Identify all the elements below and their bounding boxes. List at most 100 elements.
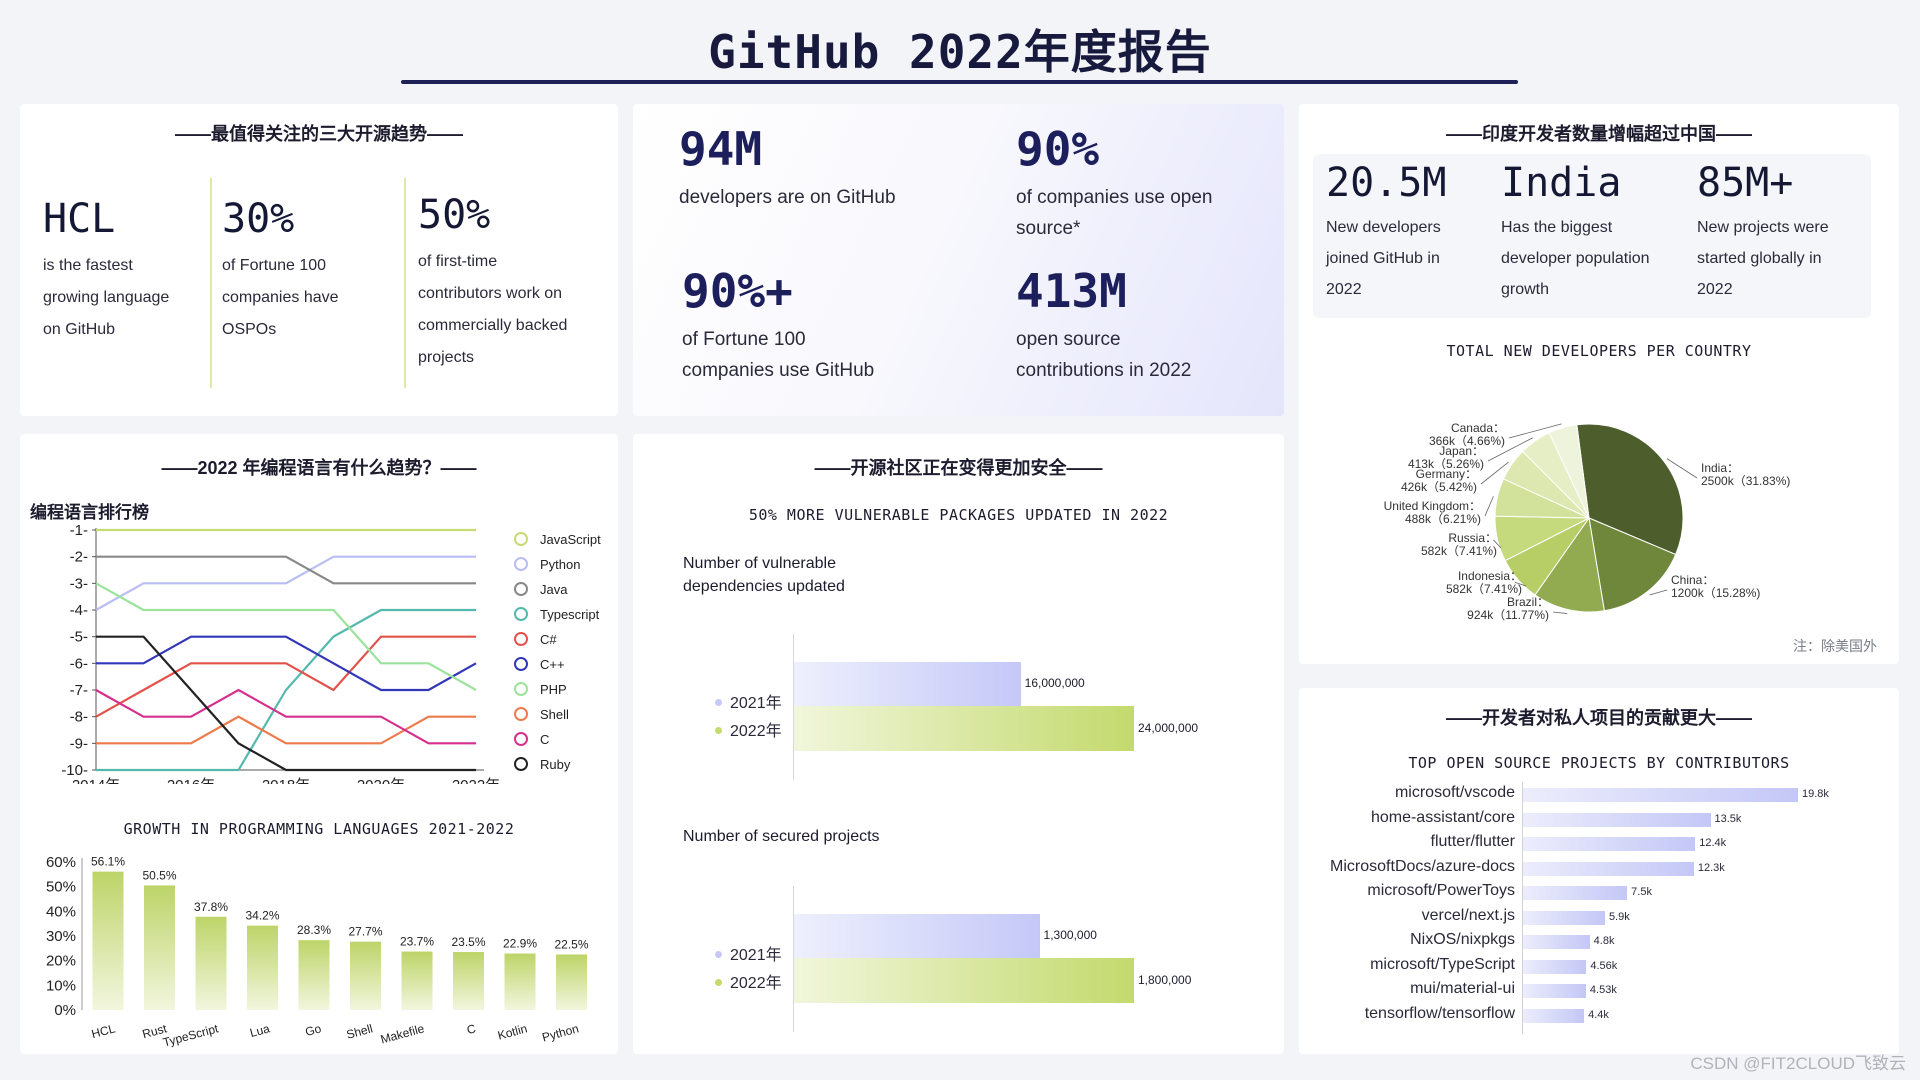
- legend-marker: [514, 757, 528, 771]
- growth-category-label: Python: [541, 1021, 581, 1044]
- trend-line: OSPOs: [222, 321, 277, 338]
- project-bar: [1523, 935, 1590, 949]
- legend-dot-2022: [715, 727, 722, 734]
- project-bar: [1523, 984, 1586, 998]
- india-title: ——印度开发者数量增幅超过中国——: [1446, 124, 1752, 144]
- project-name: microsoft/TypeScript: [1370, 955, 1515, 973]
- growth-bar: [298, 940, 330, 1010]
- project-name: tensorflow/tensorflow: [1364, 1004, 1515, 1022]
- pie-slice-value: 924k（11.77%): [1467, 608, 1549, 622]
- trend-desc: is the fastest growing language on GitHu…: [43, 250, 169, 346]
- stat-line: source*: [1016, 218, 1081, 239]
- rank-line-python: [95, 555, 476, 611]
- growth-category-label: HCL: [90, 1021, 117, 1041]
- pie-leader-line: [1649, 589, 1668, 596]
- pie-slice-label: United Kingdom：: [1384, 499, 1481, 513]
- stat-fortune: 90%+ of Fortune 100 companies use GitHub: [682, 264, 874, 386]
- project-name: mui/material-ui: [1410, 980, 1515, 997]
- divider: [404, 178, 406, 388]
- rank-line-php: [95, 582, 477, 691]
- india-stat-value: India: [1501, 160, 1622, 206]
- legend-marker: [514, 657, 528, 671]
- languages-card: ——2022 年编程语言有什么趋势？—— 编程语言排行榜 -1- -2- -3- -4…: [20, 434, 618, 1054]
- growth-category-label: Go: [304, 1021, 323, 1039]
- pie-slice-value: 2500k（31.83%): [1701, 474, 1790, 488]
- stat-desc: developers are on GitHub: [679, 182, 896, 213]
- project-name: flutter/flutter: [1430, 833, 1515, 850]
- pie-leader-line: [1484, 496, 1494, 517]
- trends-card: ——最值得关注的三大开源趋势—— HCL is the fastest grow…: [20, 104, 618, 416]
- rank-y-tick-label: -3-: [70, 575, 88, 592]
- legend-label: C: [540, 732, 549, 747]
- growth-y-tick-label: 60%: [46, 854, 76, 871]
- legend-marker: [514, 632, 528, 646]
- legend-dot-2022: [715, 979, 722, 986]
- pie-slice-label: Canada：: [1451, 421, 1505, 435]
- secured-value-2022: 1,800,000: [1138, 973, 1192, 987]
- stat-developers: 94M developers are on GitHub: [679, 122, 896, 213]
- contributors-subtitle: TOP OPEN SOURCE PROJECTS BY CONTRIBUTORS: [1408, 754, 1790, 772]
- project-value: 4.53k: [1589, 984, 1617, 996]
- contributors-card: ——开发者对私人项目的贡献更大—— TOP OPEN SOURCE PROJEC…: [1299, 688, 1899, 1054]
- trend-value: HCL: [43, 196, 116, 242]
- secured-label-2021: 2021年: [715, 941, 782, 965]
- country-pie-chart: India：2500k（31.83%) China：1200k（15.28%) Br…: [1384, 421, 1791, 622]
- legend-marker: [514, 582, 528, 596]
- project-value: 13.5k: [1714, 812, 1742, 825]
- project-name: home-assistant/core: [1370, 808, 1515, 826]
- pie-slice-label: Japan：: [1439, 444, 1484, 458]
- trend-line: of Fortune 100: [222, 257, 327, 274]
- secured-group-title: Number of secured projects: [683, 828, 880, 845]
- growth-category-label: Shell: [345, 1021, 374, 1041]
- growth-y-tick-label: 50%: [46, 879, 76, 896]
- trend-value: 30%: [222, 196, 295, 242]
- pie-slice-value: 1200k（15.28%): [1671, 586, 1760, 600]
- pie-slice-india: [1576, 423, 1684, 556]
- pie-slice-label: Germany：: [1416, 467, 1477, 481]
- growth-category-label: Makefile: [379, 1021, 426, 1046]
- pie-leader-line: [1493, 539, 1502, 549]
- project-value: 5.9k: [1608, 910, 1630, 923]
- rank-y-tick-label: -1-: [70, 522, 88, 539]
- growth-bar: [556, 954, 587, 1010]
- rank-y-tick-label: -2-: [70, 549, 88, 566]
- trend-item-ospo: 30% of Fortune 100 companies have OSPOs: [222, 196, 339, 346]
- rank-line-c: [95, 688, 476, 745]
- pie-slice-label: India：: [1701, 461, 1739, 475]
- growth-bar: [350, 941, 381, 1010]
- language-growth-chart: 0% 10% 20% 30% 40% 50% 60% 56.1% HCL 50.5% Rust 37.…: [46, 854, 589, 1050]
- legend-label: Shell: [540, 707, 569, 722]
- vuln-label-2022: 2022年: [715, 717, 782, 741]
- vuln-value-2022: 24,000,000: [1138, 721, 1199, 735]
- year-label: 2022年: [730, 723, 782, 740]
- trends-title: ——最值得关注的三大开源趋势——: [175, 124, 463, 144]
- growth-value-label: 56.1%: [91, 855, 125, 869]
- trend-line: projects: [418, 349, 475, 366]
- project-value: 19.8k: [1802, 788, 1829, 800]
- india-stat-desc: New projects were started globally in 20…: [1697, 212, 1829, 305]
- stat-line: open source: [1016, 329, 1121, 350]
- pie-slice-label: Russia：: [1448, 531, 1497, 545]
- growth-value-label: 23.7%: [400, 935, 434, 949]
- india-stat-line: New developers: [1326, 219, 1441, 236]
- pie-leader-line: [1487, 437, 1533, 462]
- trend-line: contributors work on: [418, 285, 563, 302]
- project-bar: [1523, 837, 1696, 851]
- growth-value-label: 28.3%: [297, 923, 331, 937]
- legend-label: Python: [540, 557, 580, 572]
- stat-value: 94M: [679, 122, 763, 176]
- project-name: NixOS/nixpkgs: [1410, 931, 1515, 948]
- stat-desc: of Fortune 100 companies use GitHub: [682, 324, 874, 386]
- pie-slice-value: 366k（4.66%): [1429, 434, 1505, 448]
- growth-category-label: C: [465, 1021, 477, 1037]
- pie-leader-line: [1552, 611, 1568, 614]
- legend-marker: [514, 682, 528, 696]
- project-bar: [1523, 1008, 1585, 1023]
- trend-desc: of Fortune 100 companies have OSPOs: [222, 250, 339, 346]
- pie-slice-canada: [1548, 424, 1590, 519]
- growth-value-label: 50.5%: [142, 868, 176, 882]
- growth-bar: [144, 885, 175, 1010]
- pie-leader-line: [1514, 581, 1527, 587]
- growth-y-tick-label: 40%: [46, 903, 76, 920]
- india-stat-country: India Has the biggest developer populati…: [1501, 160, 1650, 305]
